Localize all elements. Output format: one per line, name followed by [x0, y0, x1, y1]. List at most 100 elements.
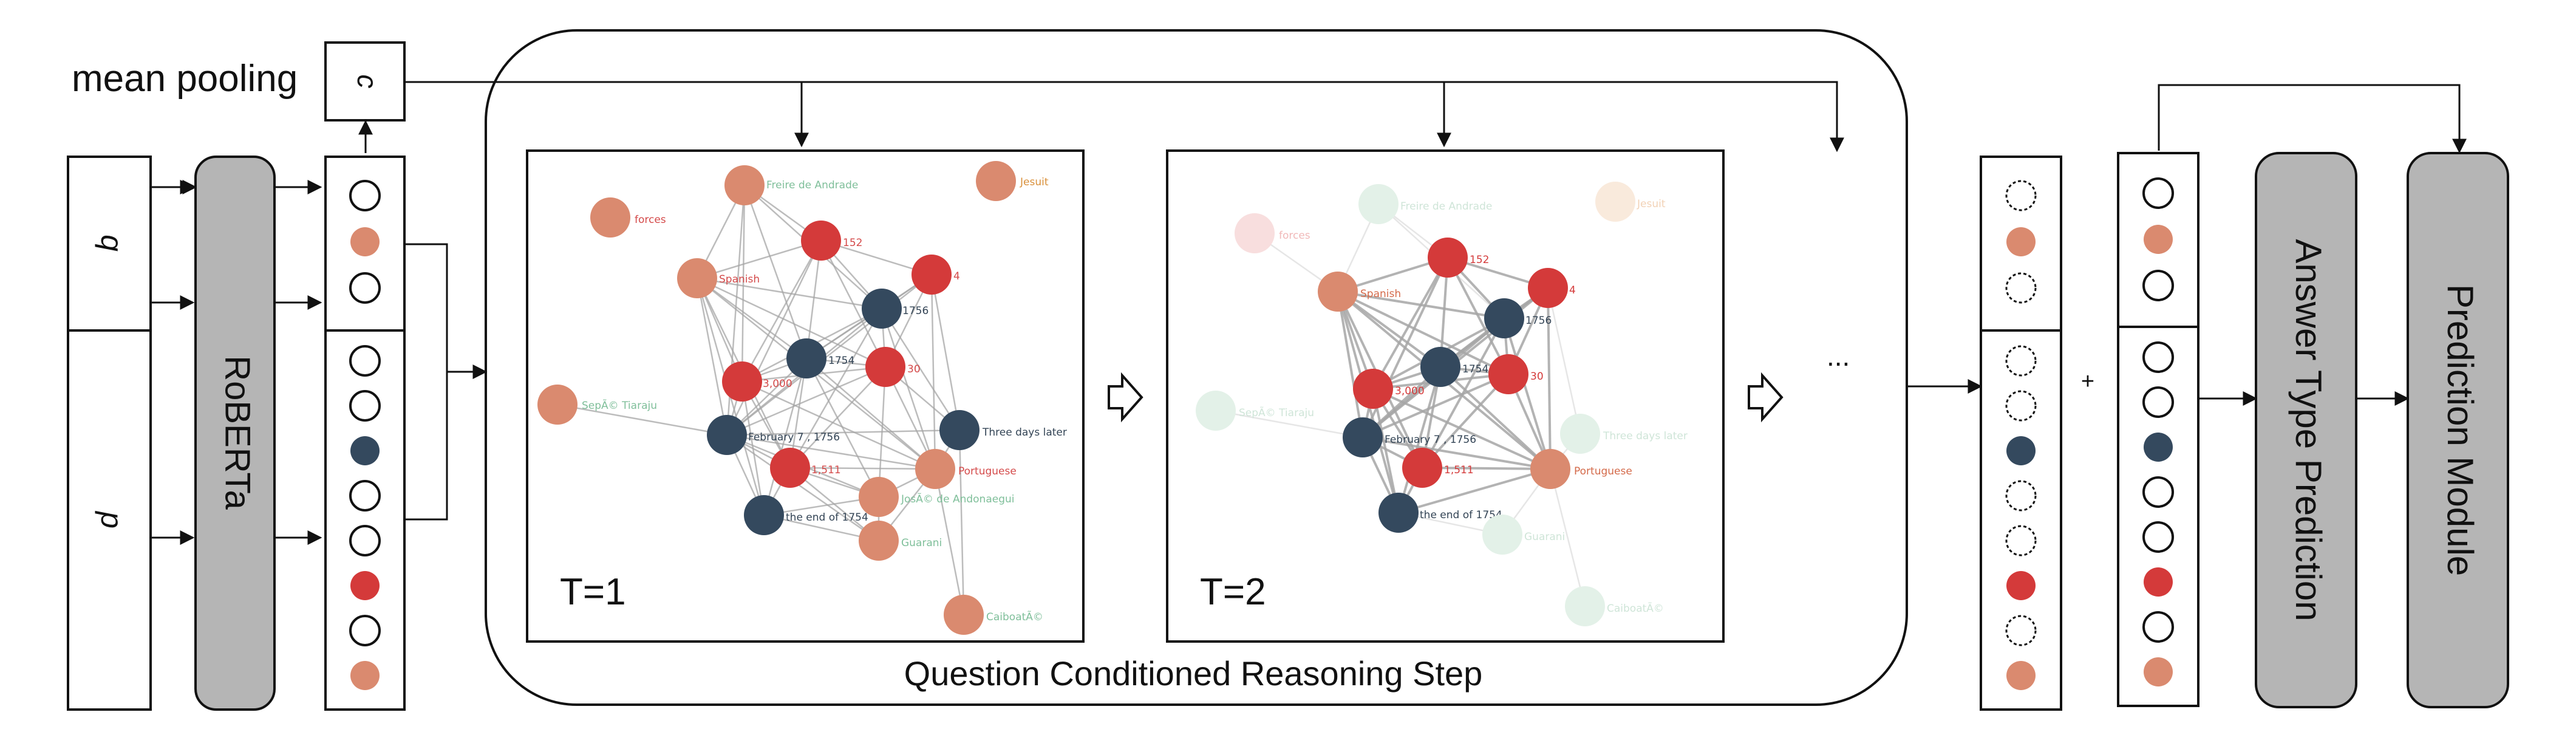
- graph-node-label-jose: JosÃ© de Andonaegui: [901, 492, 1015, 505]
- token-circle-dashed: [2005, 615, 2037, 646]
- graph-node-label-jesuit: Jesuit: [1637, 198, 1666, 210]
- graph-node-three: [939, 410, 980, 450]
- graph-node-label-end1754: the end of 1754: [1420, 509, 1502, 521]
- graph-edge: [763, 358, 808, 516]
- graph-edge: [1372, 257, 1449, 389]
- graph-node-end1754: [1378, 493, 1419, 533]
- graph-edge: [1337, 291, 1364, 438]
- graph-node-label-n4: 4: [1569, 284, 1576, 296]
- final-p-column: [2117, 326, 2199, 707]
- graph-node-label-freire: Freire de Andrade: [766, 179, 858, 191]
- graph-node-n3000: [722, 361, 762, 402]
- graph-node-sepe: [537, 385, 578, 425]
- graph-node-n4: [1528, 268, 1568, 308]
- graph-edge: [806, 358, 936, 470]
- graph-node-label-n30: 30: [907, 363, 921, 375]
- graph-node-label-sepe: SepÃ© Tiaraju: [582, 399, 657, 412]
- graph-edge: [1337, 290, 1442, 368]
- graph-edge-faded: [1215, 409, 1363, 439]
- graph-node-three: [1560, 414, 1600, 454]
- token-circle-dashed: [2005, 480, 2037, 512]
- graph-node-label-freire: Freire de Andrade: [1400, 200, 1492, 213]
- graph-edge: [1397, 366, 1442, 513]
- token-circle-open: [2142, 270, 2174, 301]
- c-label: c: [352, 75, 383, 89]
- graph-edge: [741, 185, 746, 382]
- final-token-circles: [2142, 177, 2174, 686]
- graph-edge: [1372, 388, 1400, 513]
- graph-node-portuguese: [915, 449, 955, 489]
- graph-node-label-n1754: 1754: [828, 355, 854, 367]
- graph-node-label-n4: 4: [953, 270, 960, 282]
- graph-node-n1511: [770, 448, 810, 488]
- graph-edge-faded: [1547, 287, 1581, 434]
- graph-edge-faded: [1549, 468, 1586, 607]
- graph-edge: [726, 366, 886, 436]
- graph-edge: [930, 274, 936, 470]
- graph-node-label-feb: February 7 , 1756: [748, 431, 840, 443]
- q-input-box: [67, 156, 152, 332]
- token-circle-orange: [2006, 661, 2036, 690]
- token-circle-open: [349, 180, 381, 211]
- p-label: p: [95, 510, 129, 529]
- token-circle-open: [349, 390, 381, 422]
- token-circle-open: [349, 480, 381, 512]
- graph-node-guarani: [1482, 515, 1522, 555]
- token-circle-dashed: [2005, 272, 2037, 304]
- token-circle-orange: [2144, 225, 2173, 254]
- graph-edge: [743, 185, 808, 359]
- graph-node-label-guarani: Guarani: [901, 537, 942, 549]
- prediction-module-block: [2407, 152, 2509, 708]
- graph-node-label-n1756: 1756: [1525, 315, 1552, 327]
- graph-node-n4: [911, 255, 952, 295]
- graph-node-label-n1756: 1756: [902, 305, 929, 317]
- graph-node-jose: [859, 477, 899, 517]
- reasoning-step-label: Question Conditioned Reasoning Step: [904, 654, 1483, 693]
- graph-edge: [726, 240, 822, 436]
- token-circle-dark: [2006, 436, 2036, 465]
- graph-edge: [1398, 468, 1551, 514]
- graph-edge: [1503, 318, 1552, 470]
- graph-edge: [726, 434, 936, 470]
- graph-node-label-caiboate: CaiboatÃ©: [986, 610, 1043, 623]
- prediction-module-label: Prediction Module: [2440, 284, 2481, 576]
- graph-node-spanish: [677, 258, 717, 298]
- graph-node-label-n152: 152: [843, 237, 862, 249]
- graph-edge: [930, 274, 961, 431]
- graph-edge: [741, 240, 822, 382]
- graph-node-label-n1511: 1,511: [1444, 464, 1474, 476]
- graph-node-label-guarani: Guarani: [1524, 531, 1565, 543]
- graph-edge: [1372, 388, 1551, 470]
- token-circle-open: [2142, 177, 2174, 209]
- graph-node-label-n30: 30: [1530, 371, 1544, 383]
- graph-node-label-portuguese: Portuguese: [958, 465, 1017, 477]
- graph-node-label-spanish: Spanish: [719, 273, 760, 286]
- graph-node-jesuit: [976, 161, 1016, 201]
- hollow-arrow-2: [1748, 372, 1784, 423]
- graph-edge: [934, 468, 965, 615]
- graph-node-caiboate: [944, 595, 984, 635]
- roberta-label: RoBERTa: [218, 355, 257, 510]
- graph-node-label-portuguese: Portuguese: [1574, 465, 1632, 477]
- graph-node-jesuit: [1595, 182, 1635, 222]
- graph-node-label-spanish: Spanish: [1360, 288, 1401, 300]
- graph-edge: [697, 277, 882, 310]
- token-circle-orange: [350, 227, 380, 256]
- graph-edge: [789, 366, 886, 468]
- graph-node-label-n1754: 1754: [1462, 363, 1488, 375]
- roberta-encoder-block: [194, 156, 276, 711]
- graph-node-n30: [865, 347, 905, 387]
- token-circle-dashed: [2005, 180, 2037, 211]
- graph-edge: [1362, 436, 1551, 470]
- token-circle-open: [2142, 386, 2174, 418]
- t2-label: T=2: [1200, 571, 1266, 613]
- graph-edge: [958, 429, 965, 615]
- token-circle-open: [349, 615, 381, 646]
- graph-node-label-jesuit: Jesuit: [1020, 176, 1049, 188]
- graph-node-n152: [1428, 238, 1468, 278]
- graph-edge: [1337, 290, 1505, 320]
- graph-node-label-caiboate: CaiboatÃ©: [1607, 601, 1664, 615]
- token-circle-open: [349, 345, 381, 377]
- graph-node-n1511: [1402, 448, 1442, 488]
